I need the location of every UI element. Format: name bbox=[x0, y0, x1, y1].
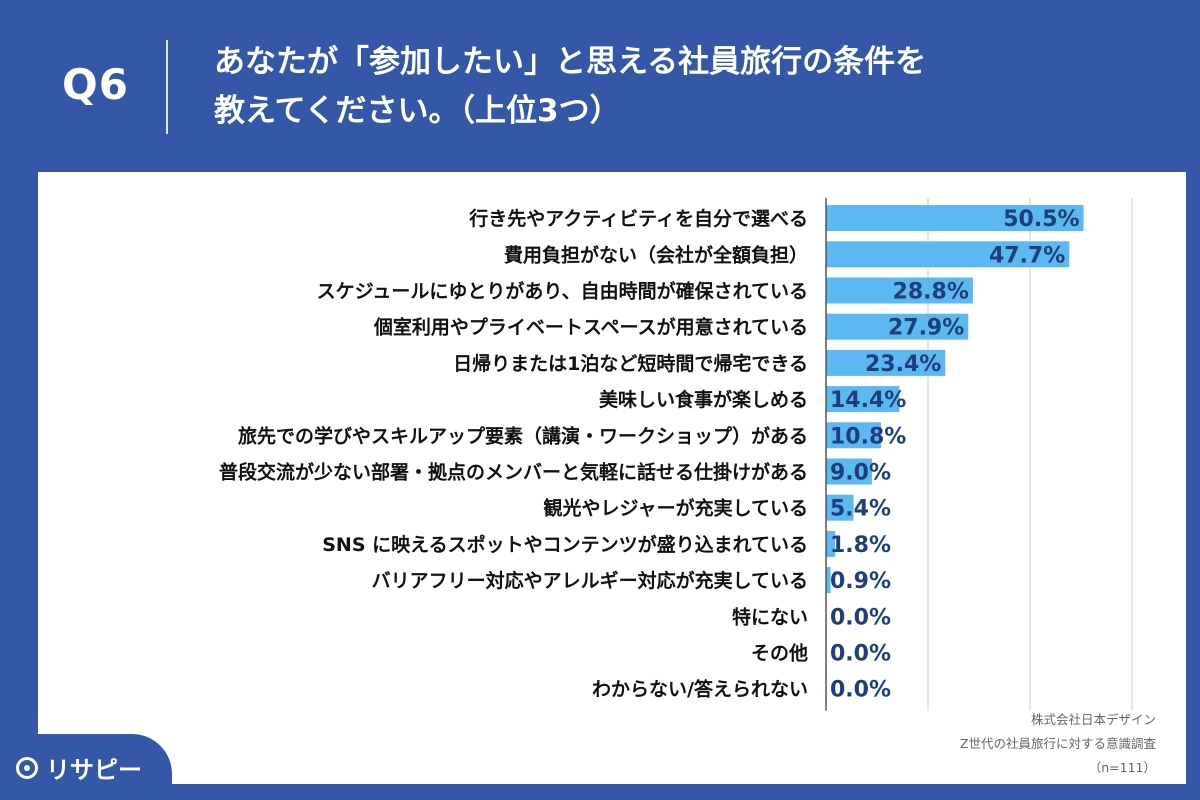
value-label: 10.8% bbox=[830, 424, 906, 449]
category-label: SNS に映えるスポットやコンテンツが盛り込まれている bbox=[322, 533, 808, 556]
bar bbox=[826, 567, 831, 594]
value-label: 27.9% bbox=[888, 316, 964, 341]
bar bbox=[826, 277, 973, 304]
source-sample: （n=111） bbox=[1088, 760, 1156, 775]
bar bbox=[826, 494, 854, 521]
category-label: わからない/答えられない bbox=[592, 678, 808, 701]
value-label: 0.9% bbox=[830, 569, 891, 594]
bar bbox=[826, 422, 882, 449]
chart-panel: 行き先やアクティビティを自分で選べる 50.5% 費用負担がない（会社が全額負担） 4… bbox=[38, 172, 1186, 784]
category-label: 観光やレジャーが充実している bbox=[544, 497, 808, 520]
source-survey: Z世代の社員旅行に対する意識調査 bbox=[959, 736, 1156, 751]
bar bbox=[826, 313, 969, 340]
category-label: スケジュールにゆとりがあり、自由時間が確保されている bbox=[317, 280, 808, 303]
value-label: 28.8% bbox=[893, 280, 969, 305]
category-label: 旅先での学びやスキルアップ要素（講演・ワークショップ）がある bbox=[238, 424, 808, 447]
value-label: 0.0% bbox=[830, 678, 891, 703]
category-label: 個室利用やプライベートスペースが用意されている bbox=[373, 316, 808, 339]
brand-logo: リサピー bbox=[16, 750, 142, 785]
title-line-1: あなたが「参加したい」と思える社員旅行の条件を bbox=[214, 44, 927, 80]
bar bbox=[826, 458, 872, 485]
category-label: 普段交流が少ない部署・拠点のメンバーと気軽に話せる仕掛けがある bbox=[219, 461, 808, 484]
value-label: 0.0% bbox=[830, 642, 891, 667]
category-label: バリアフリー対応やアレルギー対応が充実している bbox=[372, 569, 808, 592]
value-label: 5.4% bbox=[830, 497, 891, 522]
bar bbox=[826, 205, 1084, 232]
category-label: 行き先やアクティビティを自分で選べる bbox=[468, 207, 808, 230]
category-label: 費用負担がない（会社が全額負担） bbox=[504, 243, 808, 266]
value-label: 47.7% bbox=[989, 243, 1065, 268]
bar bbox=[826, 241, 1070, 268]
bar bbox=[826, 530, 836, 557]
bar bbox=[826, 386, 900, 413]
logo-text: リサピー bbox=[46, 756, 142, 784]
question-number: Q6 bbox=[62, 60, 129, 109]
value-label: 14.4% bbox=[830, 388, 906, 413]
category-label: その他 bbox=[751, 642, 808, 665]
header-divider bbox=[166, 40, 168, 134]
value-label: 50.5% bbox=[1003, 207, 1079, 232]
value-label: 0.0% bbox=[830, 605, 891, 630]
value-label: 23.4% bbox=[865, 352, 941, 377]
source-company: 株式会社日本デザイン bbox=[1030, 712, 1156, 727]
bar bbox=[826, 349, 946, 376]
title-line-2: 教えてください。（上位3つ） bbox=[214, 93, 621, 129]
category-label: 日帰りまたは1泊など短時間で帰宅できる bbox=[453, 352, 808, 375]
value-label: 9.0% bbox=[830, 461, 891, 486]
header: Q6 あなたが「参加したい」と思える社員旅行の条件を 教えてください。（上位3つ… bbox=[0, 0, 1200, 170]
chart-title: あなたが「参加したい」と思える社員旅行の条件を 教えてください。（上位3つ） bbox=[214, 38, 1174, 136]
bar-chart: 行き先やアクティビティを自分で選べる 50.5% 費用負担がない（会社が全額負担） 4… bbox=[219, 198, 1133, 711]
logo-mark-icon bbox=[16, 756, 38, 779]
category-label: 特にない bbox=[732, 606, 808, 628]
value-label: 1.8% bbox=[830, 533, 891, 558]
category-label: 美味しい食事が楽しめる bbox=[599, 388, 808, 411]
